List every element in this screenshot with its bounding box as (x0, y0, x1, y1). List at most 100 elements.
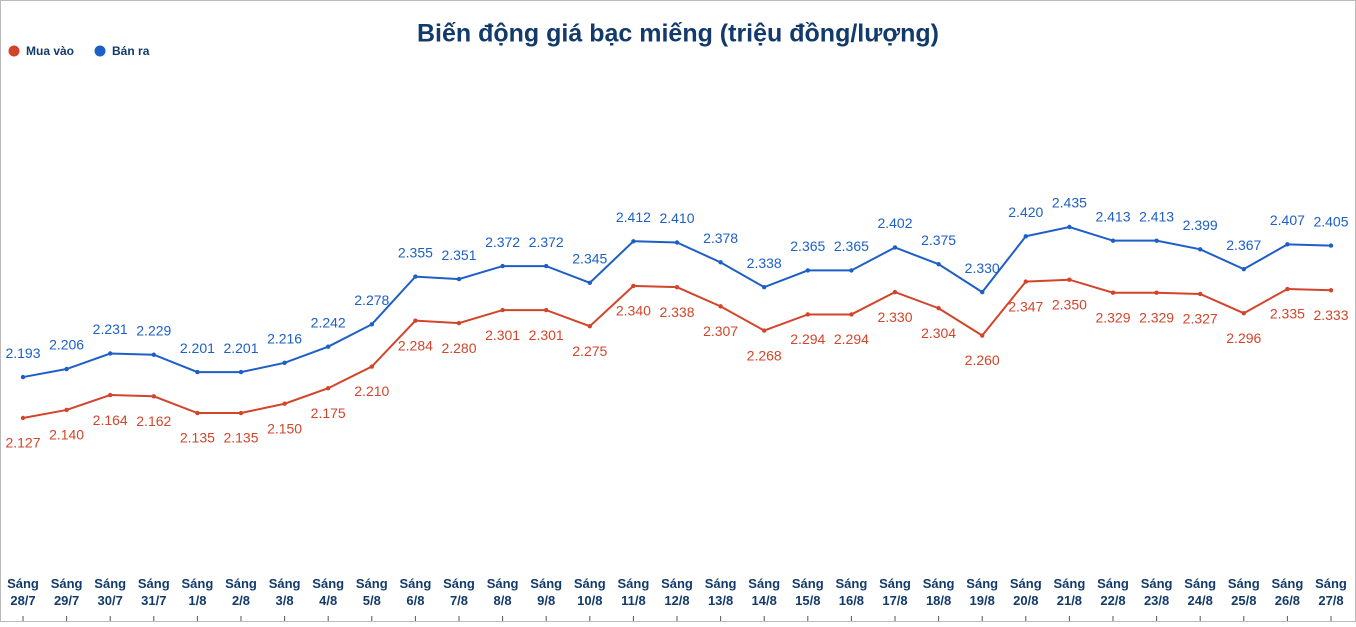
data-label: 2.338 (659, 304, 694, 320)
data-label: 2.355 (398, 244, 433, 260)
x-tick-label: Sáng 24/8 (1184, 576, 1216, 608)
data-label: 2.127 (5, 435, 40, 451)
data-label: 2.175 (311, 405, 346, 421)
point (718, 260, 723, 265)
x-tick-label: Sáng 29/7 (51, 576, 83, 608)
data-label: 2.405 (1313, 213, 1348, 229)
point (936, 306, 941, 311)
point (1241, 310, 1247, 316)
point (413, 318, 418, 323)
data-label: 2.413 (1139, 208, 1174, 224)
x-tick-label: Sáng 1/8 (182, 576, 214, 608)
point (980, 333, 985, 338)
x-tick-label: Sáng 28/7 (7, 576, 39, 608)
point (762, 284, 767, 290)
data-label: 2.340 (616, 303, 651, 319)
point (20, 374, 26, 380)
point (1328, 243, 1334, 248)
data-label: 2.301 (529, 327, 564, 343)
data-label: 2.162 (136, 413, 171, 429)
x-tick-label: Sáng 21/8 (1054, 576, 1086, 608)
point (456, 276, 462, 282)
data-label: 2.275 (572, 343, 607, 359)
point (1154, 238, 1159, 243)
data-label: 2.347 (1008, 298, 1043, 314)
point (587, 280, 592, 286)
legend-marker (94, 45, 106, 57)
point (936, 262, 941, 267)
x-tick-label: Sáng 15/8 (792, 576, 824, 608)
x-tick-label: Sáng 27/8 (1315, 576, 1347, 608)
point (151, 352, 156, 357)
data-label: 2.413 (1095, 208, 1130, 224)
point (805, 312, 810, 317)
point (238, 410, 244, 416)
point (108, 351, 113, 356)
point (456, 320, 462, 326)
point (718, 304, 723, 309)
x-tick-label: Sáng 8/8 (487, 576, 519, 608)
data-label: 2.216 (267, 331, 302, 347)
point (587, 324, 592, 329)
x-tick-label: Sáng 18/8 (923, 576, 955, 608)
x-tick-label: Sáng 26/8 (1272, 576, 1304, 608)
data-label: 2.140 (49, 427, 84, 443)
x-tick-label: Sáng 20/8 (1010, 576, 1042, 608)
data-label: 2.412 (616, 209, 651, 225)
data-label: 2.351 (441, 247, 476, 263)
data-label: 2.345 (572, 251, 607, 267)
point (1241, 266, 1247, 272)
data-label: 2.365 (834, 238, 869, 254)
data-label: 2.164 (93, 412, 128, 428)
point (674, 284, 680, 290)
x-tick-label: Sáng 14/8 (748, 576, 780, 608)
data-label: 2.365 (790, 238, 825, 254)
point (500, 263, 505, 269)
data-label: 2.333 (1313, 307, 1348, 323)
point (326, 386, 331, 391)
point (64, 366, 69, 372)
data-label: 2.329 (1139, 309, 1174, 325)
data-label: 2.280 (441, 340, 476, 356)
point (1285, 286, 1290, 292)
data-label: 2.372 (529, 234, 564, 250)
x-tick-label: Sáng 4/8 (312, 576, 344, 608)
point (805, 268, 810, 273)
data-label: 2.135 (223, 430, 258, 446)
point (980, 289, 985, 295)
point (631, 283, 636, 289)
point (326, 344, 331, 349)
data-label: 2.399 (1183, 217, 1218, 233)
x-tick-label: Sáng 23/8 (1141, 576, 1173, 608)
x-tick-label: Sáng 13/8 (705, 576, 737, 608)
data-label: 2.435 (1052, 195, 1087, 211)
point (369, 322, 374, 327)
point (892, 289, 898, 295)
point (1023, 234, 1028, 239)
data-label: 2.260 (965, 352, 1000, 368)
data-label: 2.206 (49, 337, 84, 353)
point (762, 328, 767, 333)
point (1110, 238, 1116, 243)
legend-label: Mua vào (26, 44, 74, 58)
point (282, 360, 287, 366)
x-tick-label: Sáng 7/8 (443, 576, 475, 608)
point (195, 410, 200, 416)
point (631, 239, 636, 244)
point (151, 394, 156, 399)
data-label: 2.410 (659, 210, 694, 226)
point (849, 268, 854, 273)
point (544, 307, 549, 313)
data-label: 2.150 (267, 420, 302, 436)
data-label: 2.135 (180, 430, 215, 446)
data-label: 2.210 (354, 383, 389, 399)
data-label: 2.294 (834, 331, 869, 347)
point (1067, 277, 1072, 282)
data-label: 2.367 (1226, 237, 1261, 253)
data-label: 2.420 (1008, 204, 1043, 220)
point (413, 274, 418, 279)
data-label: 2.201 (223, 340, 258, 356)
data-label: 2.231 (93, 321, 128, 337)
data-label: 2.402 (877, 215, 912, 231)
